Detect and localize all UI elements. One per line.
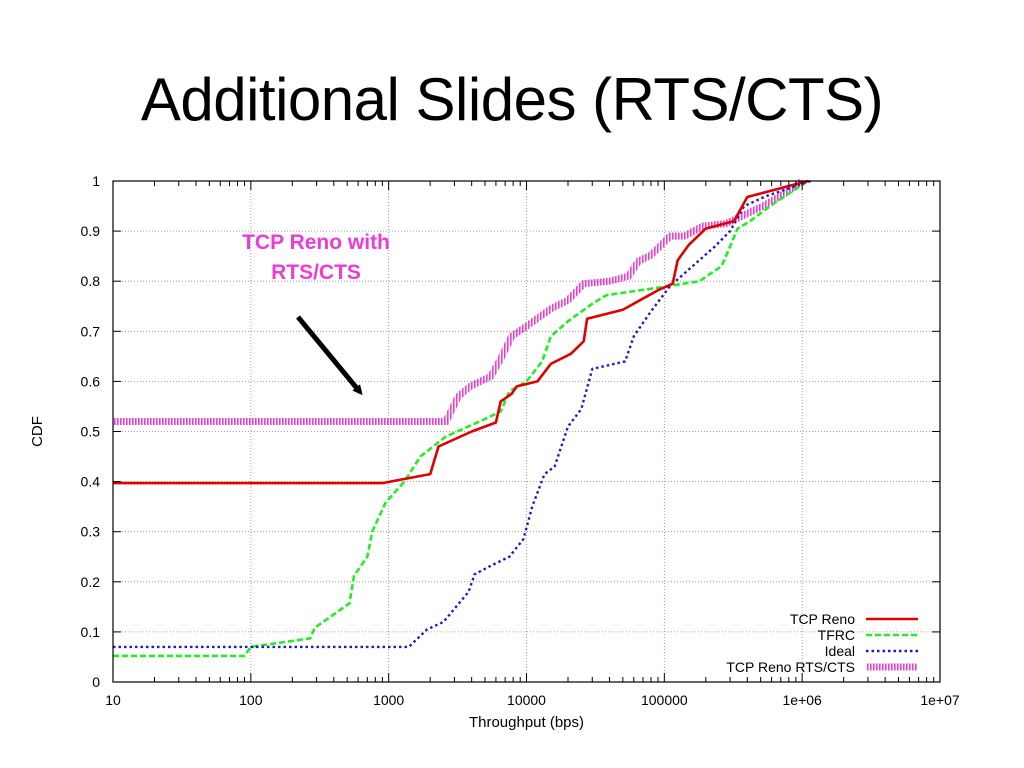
annotation-arrow bbox=[296, 315, 363, 396]
x-tick-label: 100 bbox=[239, 692, 263, 708]
series-line-tfrc bbox=[113, 179, 809, 658]
x-tick-label: 1e+06 bbox=[783, 692, 823, 708]
y-tick-label: 0.4 bbox=[81, 474, 101, 490]
series-line-ideal bbox=[113, 179, 811, 649]
series-line-tcp-reno bbox=[113, 179, 809, 485]
y-tick-label: 0 bbox=[92, 674, 100, 690]
y-tick-label: 0.2 bbox=[81, 574, 101, 590]
y-axis-label: CDF bbox=[29, 416, 46, 447]
x-tick-label: 100000 bbox=[641, 692, 688, 708]
axis-labels: 0 0.1 0.2 0.3 0.4 0.5 0.6 0.7 0.8 0.9 1 10 100 1000 10… bbox=[29, 173, 960, 731]
annotation-text: TCP Reno with RTS/CTS bbox=[205, 228, 427, 288]
y-tick-label: 0.9 bbox=[81, 223, 101, 239]
axis-ticks bbox=[112, 180, 941, 683]
y-tick-label: 0.8 bbox=[81, 273, 101, 289]
x-axis-label: Throughput (bps) bbox=[469, 714, 584, 731]
y-tick-label: 0.6 bbox=[81, 373, 101, 389]
slide-title: Additional Slides (RTS/CTS) bbox=[140, 66, 884, 133]
legend-label: TCP Reno bbox=[790, 611, 855, 627]
x-tick-label: 10 bbox=[105, 692, 121, 708]
annotation-line-2: RTS/CTS bbox=[271, 261, 361, 284]
annotation-line-1: TCP Reno with bbox=[242, 231, 390, 254]
x-tick-label: 10000 bbox=[507, 692, 546, 708]
series-lines bbox=[113, 178, 811, 658]
x-tick-label: 1e+07 bbox=[920, 692, 960, 708]
x-tick-label: 1000 bbox=[373, 692, 404, 708]
y-tick-label: 1 bbox=[92, 173, 100, 189]
legend-label: TCP Reno RTS/CTS bbox=[726, 659, 855, 675]
y-tick-label: 0.3 bbox=[81, 524, 101, 540]
y-tick-label: 0.1 bbox=[81, 624, 101, 640]
legend-label: TFRC bbox=[818, 627, 855, 643]
grid-lines bbox=[113, 181, 940, 682]
series-line-tcp-reno-rts-cts bbox=[113, 178, 805, 425]
legend-label: Ideal bbox=[825, 643, 855, 659]
y-tick-label: 0.5 bbox=[81, 424, 101, 440]
y-tick-label: 0.7 bbox=[81, 323, 101, 339]
